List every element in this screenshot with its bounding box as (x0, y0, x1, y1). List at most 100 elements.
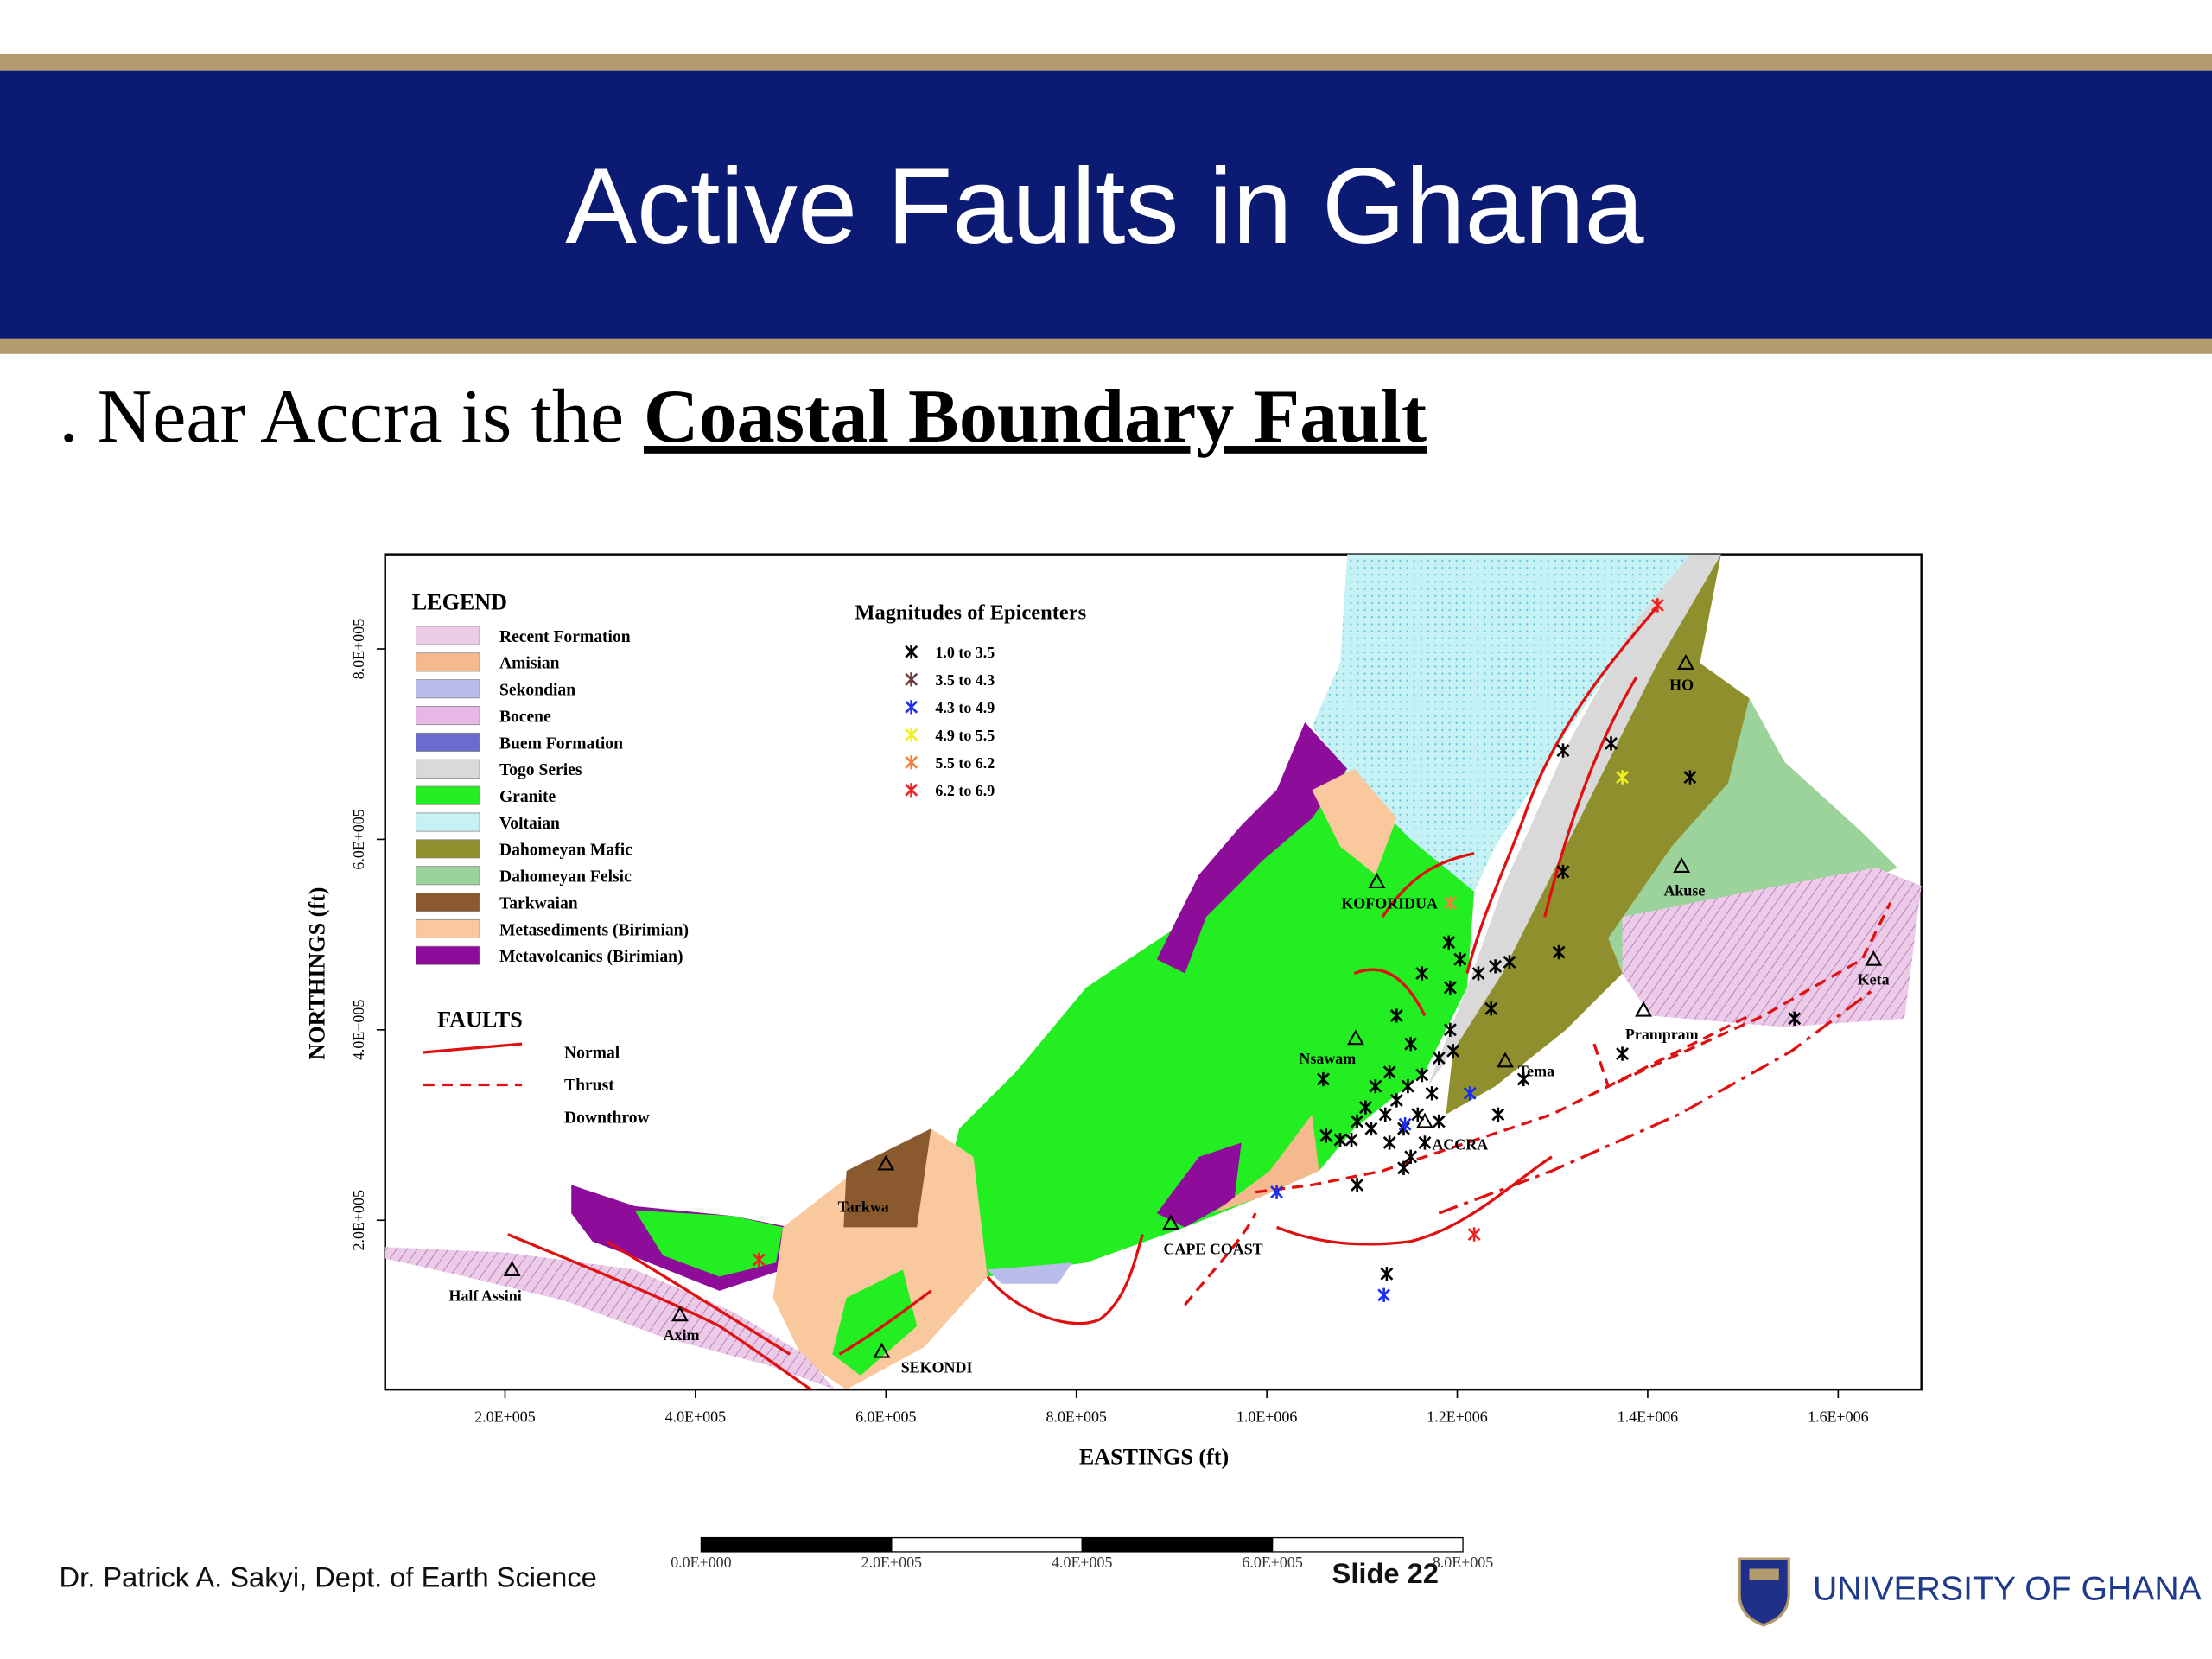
place-marker (1673, 857, 1691, 874)
metavolcanics (1156, 1142, 1242, 1228)
recent-formation-pattern (1622, 868, 1922, 1027)
place-marker (877, 1154, 895, 1171)
legend-label: Granite (499, 788, 556, 806)
faults-title: FAULTS (437, 1007, 523, 1033)
epicenter (1443, 895, 1457, 911)
x-tick-label: 6.0E+005 (855, 1408, 916, 1426)
place-marker (1865, 950, 1883, 966)
epicenter (1443, 1022, 1457, 1037)
place-marker (1635, 1001, 1653, 1017)
y-tick-label: 8.0E+005 (350, 619, 367, 679)
epicenter (1446, 1044, 1460, 1058)
epicenter (1432, 1051, 1446, 1065)
place-label: Keta (1858, 971, 1890, 988)
epicenter (1415, 1067, 1429, 1083)
place-marker (1497, 1052, 1515, 1068)
header-band (0, 338, 2212, 354)
epicenter (1683, 770, 1697, 785)
epicenter (1382, 1065, 1396, 1079)
legend-label: Metasediments (Birimian) (499, 921, 689, 939)
legend-label: Dahomeyan Felsic (499, 868, 632, 887)
place-label: Half Assini (449, 1287, 522, 1304)
epicenter (1358, 1100, 1372, 1115)
legend-swatch (416, 918, 480, 938)
legend-swatch (416, 812, 480, 832)
scale-label: 6.0E+005 (1242, 1554, 1302, 1571)
epicenter (1270, 1185, 1284, 1199)
dahomeyan-felsic (1608, 698, 1897, 974)
header-band (0, 54, 2212, 71)
epicenter (1401, 1078, 1414, 1094)
crest-detail (1749, 1568, 1779, 1580)
place-marker (1416, 1112, 1433, 1128)
x-axis-label: EASTINGS (ft) (1079, 1445, 1229, 1470)
place-label: CAPE COAST (1164, 1240, 1263, 1257)
downthrow-fault (1438, 986, 1878, 1215)
epicenter (1453, 952, 1467, 967)
epicenter (1316, 1071, 1330, 1087)
axes: 2.0E+005 4.0E+005 6.0E+005 8.0E+005 1.0E+006… (305, 619, 1869, 1470)
epicenter (1382, 1135, 1396, 1150)
y-tick-label: 2.0E+005 (350, 1190, 367, 1250)
legend: LEGEND Recent Formation Amisian Sekondian Bo… (412, 589, 1086, 1127)
place-marker (503, 1261, 521, 1276)
granite (832, 1269, 918, 1376)
place-marker (1162, 1214, 1180, 1230)
place-label: Tarkwa (838, 1198, 889, 1215)
epicenter (1788, 1011, 1802, 1026)
legend-swatch (416, 626, 480, 645)
place-marker (671, 1306, 689, 1322)
granite (634, 1210, 784, 1277)
subtitle-emphasis: Coastal Boundary Fault (644, 374, 1427, 459)
epicenter (905, 700, 918, 715)
epicenter (1404, 1037, 1418, 1052)
fault-sample (423, 1042, 523, 1054)
epicenter (1319, 1128, 1333, 1143)
legend-title: LEGEND (412, 589, 507, 614)
epicenter (905, 728, 918, 742)
place-marker (1368, 873, 1386, 888)
normal-fault (986, 1234, 1144, 1325)
fault-lines (507, 605, 1892, 1391)
subtitle-prefix: . Near Accra is the (60, 374, 625, 459)
epicenter (905, 755, 918, 770)
epicenter (1471, 966, 1485, 981)
x-tick-label: 1.6E+006 (1808, 1408, 1868, 1426)
place-label: Akuse (1663, 882, 1705, 899)
place-marker (873, 1342, 891, 1358)
legend-swatch (416, 706, 480, 726)
legend-label: Metavolcanics (Birimian) (499, 948, 683, 966)
metasediments (1312, 768, 1397, 875)
epicenter (1467, 1227, 1481, 1242)
epicenter (1418, 1135, 1432, 1150)
scale-label: 0.0E+000 (671, 1554, 731, 1571)
normal-fault (507, 1233, 812, 1391)
magnitude-label: 3.5 to 4.3 (935, 671, 995, 689)
legend-swatch (416, 652, 480, 672)
scale-segment (1081, 1536, 1274, 1553)
legend-label: Recent Formation (499, 628, 631, 646)
magnitude-label: 4.9 to 5.5 (935, 727, 995, 744)
epicenter (905, 672, 918, 687)
epicenter (1516, 1071, 1530, 1087)
header (0, 70, 2212, 339)
subtitle: . Near Accra is the Coastal Boundary Faul… (60, 374, 1427, 459)
legend-label: Bocene (499, 708, 551, 726)
place-label: Tema (1518, 1063, 1554, 1080)
fault-label: Normal (564, 1044, 620, 1062)
scale-label: 8.0E+005 (1433, 1554, 1493, 1571)
x-tick-label: 4.0E+005 (665, 1408, 726, 1426)
epicenter (905, 645, 918, 659)
epicenter (1415, 966, 1429, 981)
dahomeyan-mafic (1446, 554, 1778, 1115)
tarkwaian (843, 1128, 931, 1228)
place-label: Prampram (1625, 1026, 1699, 1043)
thrust-fault (1255, 1014, 1751, 1194)
legend-swatch (416, 893, 480, 912)
epicenter (1389, 1093, 1403, 1108)
epicenter (1425, 1086, 1439, 1101)
legend-swatch (416, 839, 480, 859)
legend-swatch (416, 785, 480, 805)
